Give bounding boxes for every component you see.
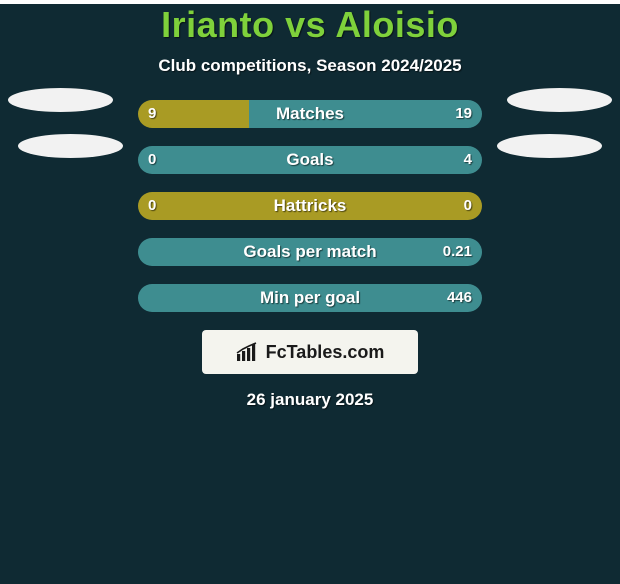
stat-bar-track xyxy=(138,284,482,312)
stat-bar-left xyxy=(138,100,249,128)
stat-bar-right xyxy=(249,100,482,128)
branding-chart-icon xyxy=(236,342,260,362)
stat-rows: Matches919 Goals04 Hattricks00 Goals per ma… xyxy=(0,100,620,312)
stat-row: Matches919 xyxy=(0,100,620,128)
stat-bar-right xyxy=(138,146,482,174)
stat-bar-left xyxy=(138,192,482,220)
page-title: Irianto vs Aloisio xyxy=(0,4,620,46)
stat-bar-track xyxy=(138,192,482,220)
stat-row: Goals04 xyxy=(0,146,620,174)
branding-badge: FcTables.com xyxy=(202,330,418,374)
stat-row: Min per goal446 xyxy=(0,284,620,312)
stat-bar-right xyxy=(138,238,482,266)
comparison-card: Irianto vs Aloisio Club competitions, Se… xyxy=(0,4,620,584)
stat-row: Goals per match0.21 xyxy=(0,238,620,266)
branding-text: FcTables.com xyxy=(266,342,385,363)
stat-bar-track xyxy=(138,238,482,266)
stat-bar-track xyxy=(138,100,482,128)
stat-bar-right xyxy=(138,284,482,312)
date-line: 26 january 2025 xyxy=(0,390,620,410)
stat-bar-track xyxy=(138,146,482,174)
compare-area: Matches919 Goals04 Hattricks00 Goals per ma… xyxy=(0,100,620,312)
stat-row: Hattricks00 xyxy=(0,192,620,220)
subtitle: Club competitions, Season 2024/2025 xyxy=(0,56,620,76)
